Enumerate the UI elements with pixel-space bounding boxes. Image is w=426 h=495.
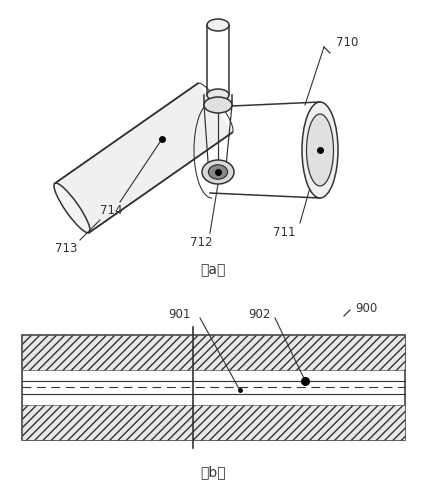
Text: 712: 712: [190, 237, 212, 249]
Text: 901: 901: [167, 308, 190, 321]
Text: （a）: （a）: [200, 263, 225, 277]
Text: 711: 711: [272, 227, 295, 240]
Ellipse shape: [301, 102, 337, 198]
Bar: [22, 335, 404, 440]
Text: 710: 710: [335, 36, 357, 49]
Ellipse shape: [208, 165, 227, 179]
Polygon shape: [55, 84, 232, 233]
Ellipse shape: [207, 89, 228, 101]
Ellipse shape: [54, 183, 90, 233]
Text: 714: 714: [100, 203, 122, 216]
Bar: [22, 405, 404, 440]
Ellipse shape: [204, 97, 231, 113]
Text: 902: 902: [248, 308, 270, 321]
Ellipse shape: [306, 114, 333, 186]
Text: 900: 900: [354, 301, 376, 314]
Bar: [22, 335, 404, 370]
Ellipse shape: [207, 19, 228, 31]
Text: 713: 713: [55, 242, 77, 254]
Text: （b）: （b）: [200, 465, 225, 479]
Ellipse shape: [201, 160, 233, 184]
